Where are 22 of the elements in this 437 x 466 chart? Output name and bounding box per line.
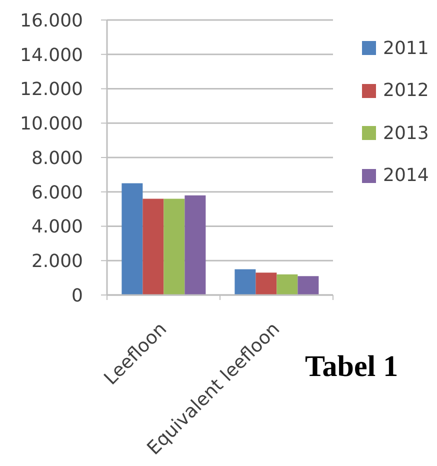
legend-label: 2012 — [383, 80, 429, 102]
y-tick-label: 0 — [72, 285, 83, 306]
y-tick-label: 4.000 — [31, 216, 83, 238]
y-tick-label: 14.000 — [20, 44, 83, 66]
legend-label: 2013 — [383, 122, 429, 144]
y-tick-label: 2.000 — [31, 251, 83, 272]
y-tick-label: 10.000 — [20, 114, 83, 135]
bar — [234, 269, 256, 295]
y-tick-label: 8.000 — [31, 148, 83, 169]
bar — [298, 276, 319, 295]
legend-label: 2014 — [383, 165, 429, 186]
bar — [142, 198, 164, 295]
bar — [164, 198, 185, 295]
y-tick-label: 16.000 — [20, 10, 83, 32]
legend-label: 2011 — [383, 38, 429, 59]
y-tick-label: 6.000 — [31, 182, 83, 204]
bar — [122, 183, 143, 295]
bar — [276, 274, 298, 295]
y-tick-label: 12.000 — [20, 79, 83, 100]
text: Tabel 1 — [305, 350, 398, 384]
bar — [184, 195, 206, 295]
bar — [256, 272, 277, 295]
